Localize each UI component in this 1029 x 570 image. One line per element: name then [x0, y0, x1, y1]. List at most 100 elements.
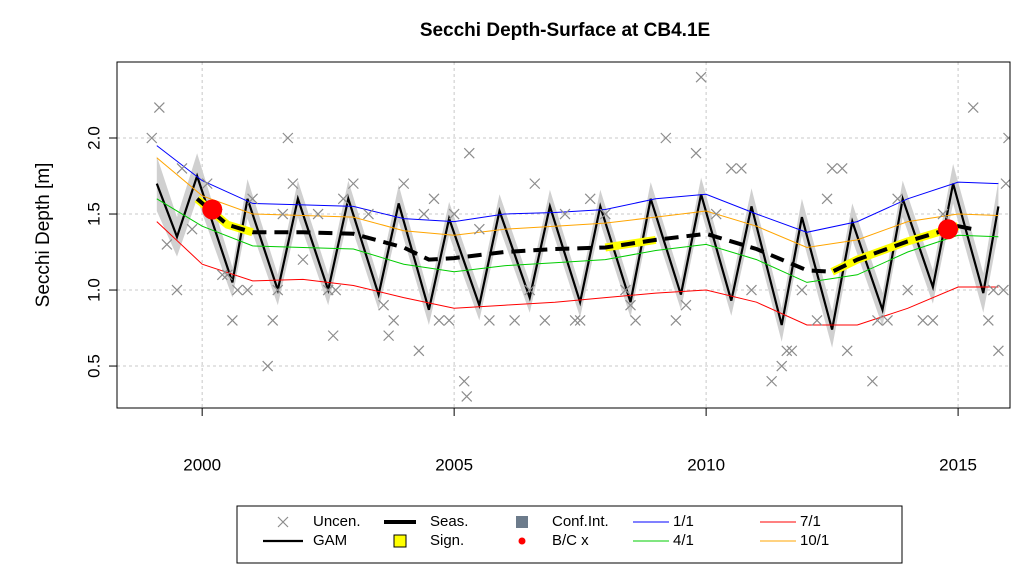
- data-point: [625, 299, 636, 311]
- data-point: [529, 178, 541, 190]
- legend-item: 10/1: [760, 532, 829, 549]
- confidence-band: [156, 153, 999, 348]
- data-point: [262, 360, 274, 372]
- legend-symbol: [518, 537, 526, 545]
- data-point: [786, 345, 798, 357]
- data-point: [201, 178, 213, 190]
- data-point: [433, 315, 445, 326]
- legend-symbol: [277, 516, 289, 528]
- data-point: [872, 315, 883, 326]
- data-point: [388, 315, 400, 326]
- data-point: [559, 208, 571, 220]
- data-point: [584, 193, 596, 205]
- data-point: [473, 223, 485, 235]
- data-point: [574, 315, 586, 326]
- data-point: [428, 193, 440, 205]
- data-point: [660, 132, 672, 144]
- line: [155, 172, 1000, 330]
- data-point: [776, 360, 788, 372]
- x-tick-label: 2005: [435, 455, 473, 474]
- legend-item: 1/1: [633, 513, 694, 530]
- legend-label: 10/1: [800, 532, 829, 549]
- data-point: [312, 208, 324, 220]
- y-tick-label: 2.0: [84, 126, 103, 150]
- data-point: [746, 284, 757, 296]
- bc-point: [938, 219, 959, 240]
- data-point: [383, 330, 395, 342]
- data-point: [992, 345, 1004, 357]
- line: [156, 157, 999, 249]
- data-point: [327, 330, 339, 342]
- data-point: [882, 315, 893, 326]
- data-point: [287, 178, 299, 190]
- data-point: [221, 269, 233, 281]
- data-point: [398, 178, 410, 190]
- data-point: [413, 345, 425, 357]
- data-point: [509, 315, 521, 326]
- data-point: [710, 208, 722, 220]
- data-point: [826, 162, 838, 174]
- data-point: [866, 375, 878, 387]
- data-point: [282, 132, 294, 144]
- data-point: [347, 178, 359, 190]
- data-point: [982, 315, 994, 326]
- data-point: [161, 239, 173, 250]
- data-point: [670, 315, 682, 326]
- data-point: [463, 147, 475, 159]
- data-point: [599, 208, 611, 220]
- legend-label: 4/1: [673, 532, 694, 549]
- data-point: [443, 315, 455, 326]
- data-point: [1003, 132, 1010, 144]
- data-point: [766, 375, 778, 387]
- legend-label: GAM: [313, 532, 347, 549]
- data-point: [892, 193, 904, 205]
- data-point: [917, 315, 929, 326]
- data-point: [272, 284, 284, 296]
- legend-label: 7/1: [800, 513, 821, 530]
- data-point: [247, 193, 258, 205]
- legend-box: [236, 505, 903, 564]
- y-tick-label: 1.0: [84, 278, 103, 302]
- data-point: [153, 102, 165, 114]
- legend-item: GAM: [263, 532, 347, 549]
- data-point: [539, 315, 551, 326]
- data-point: [902, 284, 914, 296]
- legend-item: 7/1: [760, 513, 821, 530]
- data-point: [620, 284, 631, 296]
- legend-item: B/C x: [518, 532, 589, 549]
- legend-label: Conf.Int.: [552, 513, 609, 530]
- data-point: [461, 391, 473, 402]
- data-point: [483, 315, 495, 326]
- data-point: [171, 284, 183, 296]
- data-point: [836, 162, 848, 174]
- data-point: [967, 102, 979, 114]
- data-point: [448, 208, 460, 220]
- data-point: [937, 208, 949, 220]
- legend-label: 1/1: [673, 513, 694, 530]
- plot-area: [117, 62, 1010, 408]
- data-point: [725, 162, 737, 174]
- data-point: [322, 284, 334, 296]
- data-point: [146, 132, 158, 144]
- data-point: [378, 299, 390, 311]
- data-point: [297, 254, 309, 266]
- line: [156, 198, 999, 283]
- data-point: [226, 315, 238, 326]
- data-point: [330, 284, 342, 296]
- data-point: [418, 208, 430, 220]
- legend-item: Uncen.: [277, 513, 361, 530]
- line: [156, 221, 999, 326]
- data-point: [998, 284, 1009, 296]
- legend-item: Seas.: [384, 513, 468, 530]
- data-point: [796, 284, 808, 296]
- y-tick-label: 1.5: [84, 202, 103, 226]
- data-point: [524, 284, 536, 296]
- legend-label: B/C x: [552, 532, 589, 549]
- x-tick-label: 2000: [183, 455, 221, 474]
- data-point: [267, 315, 279, 326]
- data-point: [569, 315, 581, 326]
- legend-symbol: [393, 534, 407, 548]
